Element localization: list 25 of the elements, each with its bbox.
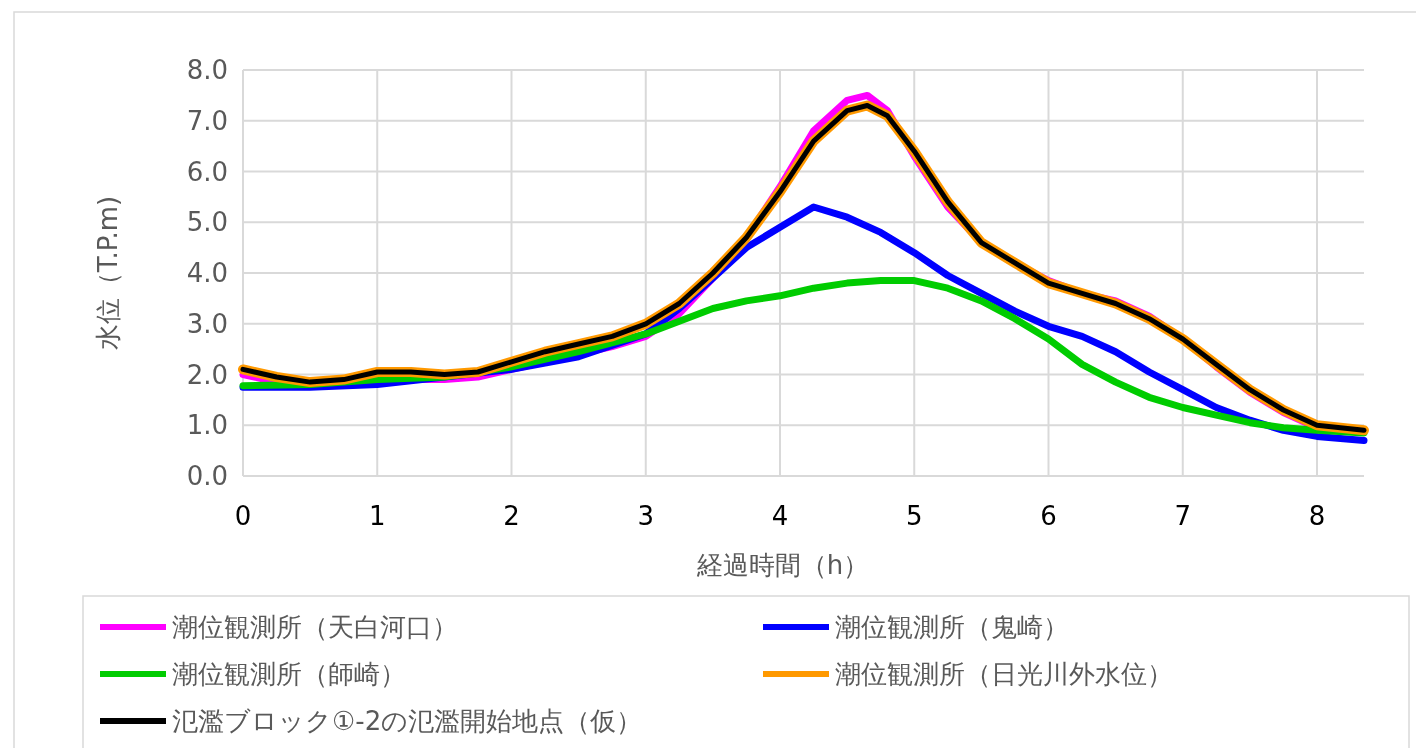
y-tick-label: 4.0: [186, 258, 228, 288]
y-tick-label: 8.0: [186, 55, 228, 85]
x-tick-label: 2: [503, 501, 520, 531]
y-tick-label: 1.0: [186, 410, 228, 441]
legend-label: 氾濫ブロック①-2の氾濫開始地点（仮）: [172, 706, 643, 736]
legend-label: 潮位観測所（日光川外水位）: [835, 659, 1173, 689]
x-tick-label: 3: [637, 501, 655, 531]
x-tick-label: 6: [1040, 501, 1057, 531]
legend-label: 潮位観測所（師崎）: [172, 659, 406, 689]
y-tick-label: 2.0: [186, 359, 228, 390]
x-tick-label: 1: [368, 501, 386, 531]
y-tick-label: 0.0: [186, 461, 228, 491]
y-tick-label: 7.0: [186, 105, 228, 136]
y-axis-title: 水位（T.P.m): [93, 195, 123, 351]
x-tick-label: 5: [905, 501, 923, 531]
x-tick-label: 7: [1174, 501, 1192, 531]
x-tick-label: 0: [234, 501, 252, 531]
y-tick-label: 3.0: [186, 308, 228, 339]
y-tick-label: 5.0: [186, 207, 228, 238]
x-tick-label: 8: [1308, 501, 1326, 531]
x-axis-title: 経過時間（h）: [695, 550, 870, 580]
x-tick-label: 4: [771, 501, 789, 531]
y-tick-label: 6.0: [186, 156, 228, 187]
legend-label: 潮位観測所（鬼崎）: [835, 612, 1069, 642]
legend-label: 潮位観測所（天白河口）: [172, 612, 458, 642]
